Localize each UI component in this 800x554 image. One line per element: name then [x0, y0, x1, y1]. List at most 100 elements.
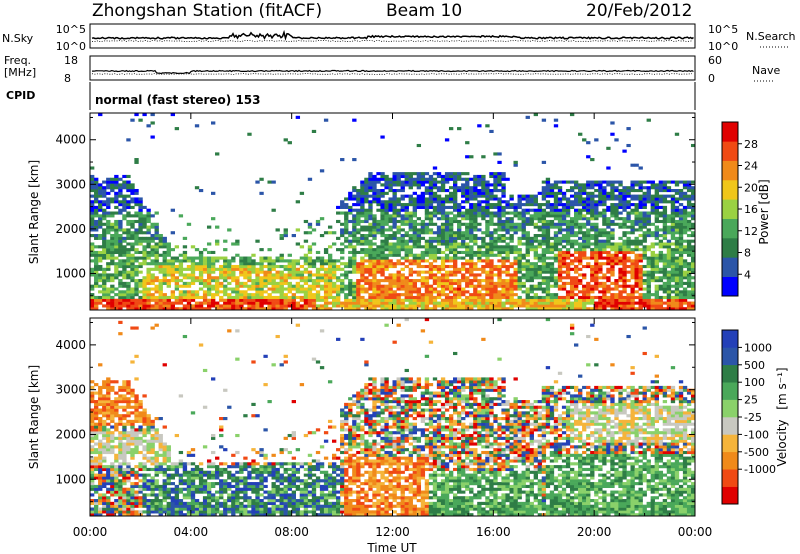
power-cell: [396, 239, 401, 243]
power-cell: [610, 264, 615, 269]
power-cell: [243, 276, 248, 280]
velocity-cell: [110, 405, 115, 409]
power-cell: [307, 304, 313, 308]
power-cell: [682, 276, 688, 280]
power-cell: [642, 298, 647, 302]
power-cell: [275, 276, 280, 280]
power-cell: [348, 287, 353, 291]
power-cell: [598, 186, 603, 190]
power-cell: [586, 295, 591, 300]
power-cell: [283, 304, 288, 308]
power-cell: [594, 236, 599, 240]
power-cell: [114, 231, 119, 235]
power-cell: [420, 203, 426, 207]
power-cell: [501, 174, 506, 179]
power-cell: [202, 307, 208, 311]
power-cell: [211, 250, 216, 255]
power-cell: [557, 239, 563, 243]
power-cell: [336, 279, 341, 283]
power-cell: [622, 225, 627, 229]
power-cell: [513, 267, 518, 271]
power-cell: [557, 250, 563, 255]
power-cell: [602, 186, 607, 190]
velocity-cell: [110, 467, 115, 472]
power-cell: [436, 174, 442, 179]
power-cell: [376, 253, 381, 257]
power-cell: [545, 205, 551, 209]
power-cell: [315, 267, 321, 271]
power-cell: [626, 191, 631, 195]
power-cell: [388, 188, 393, 193]
power-cell: [578, 208, 583, 212]
power-cell: [122, 304, 127, 308]
velocity-cell: [90, 411, 95, 415]
power-cell: [517, 259, 522, 263]
velocity-cell: [90, 397, 95, 401]
power-cell: [166, 281, 171, 285]
power-cell: [166, 250, 171, 255]
power-cell: [594, 228, 599, 232]
power-cell: [114, 248, 119, 252]
power-cell: [416, 301, 422, 305]
velocity-cell: [102, 496, 107, 500]
power-cell: [594, 307, 599, 311]
power-cell: [130, 183, 135, 187]
power-cell: [275, 295, 280, 300]
power-cell: [352, 301, 357, 305]
power-cell: [332, 281, 337, 285]
power-cell: [356, 264, 361, 269]
power-cell: [598, 256, 603, 260]
power-cell: [533, 287, 538, 291]
power-cell: [678, 245, 684, 249]
power-cell: [533, 194, 538, 198]
power-cell: [150, 214, 155, 218]
power-cell: [219, 267, 224, 271]
power-cell: [186, 298, 192, 302]
velocity-cell: [90, 380, 95, 384]
power-cell: [432, 211, 438, 215]
velocity-cell: [118, 433, 123, 438]
power-cell: [94, 228, 99, 232]
velocity-cell: [98, 501, 103, 505]
power-cell: [493, 197, 498, 201]
power-cell: [561, 222, 567, 226]
power-cell: [622, 217, 627, 221]
power-cell: [90, 250, 95, 255]
power-cell: [392, 180, 397, 184]
power-cell: [606, 194, 611, 198]
power-cell: [448, 301, 454, 305]
power-cell: [198, 287, 204, 291]
power-cell: [190, 256, 196, 260]
velocity-cell: [98, 411, 103, 415]
power-cell: [416, 242, 422, 246]
power-cell: [299, 284, 305, 288]
power-cell: [574, 301, 579, 305]
power-cell: [618, 290, 623, 294]
velocity-cell: [106, 414, 111, 418]
power-cell: [416, 143, 422, 148]
power-cell: [118, 293, 123, 297]
power-cell: [215, 267, 220, 271]
power-cell: [126, 264, 131, 269]
power-cell: [170, 295, 175, 300]
power-cell: [118, 191, 123, 195]
power-cell: [574, 293, 579, 297]
power-cell: [259, 281, 264, 285]
power-cell: [598, 290, 603, 294]
power-cell: [327, 295, 333, 300]
power-cell: [642, 225, 647, 229]
velocity-cell: [102, 479, 107, 483]
power-cell: [638, 267, 643, 271]
power-cell: [364, 183, 369, 187]
power-cell: [194, 248, 200, 252]
power-cell: [126, 270, 131, 274]
power-cell: [303, 307, 309, 311]
power-cell: [392, 177, 397, 181]
power-cell: [332, 304, 337, 308]
power-cell: [440, 211, 446, 215]
power-cell: [368, 253, 373, 257]
power-cell: [380, 290, 385, 294]
power-cell: [352, 253, 357, 257]
power-cell: [372, 188, 377, 193]
power-cell: [594, 183, 599, 187]
